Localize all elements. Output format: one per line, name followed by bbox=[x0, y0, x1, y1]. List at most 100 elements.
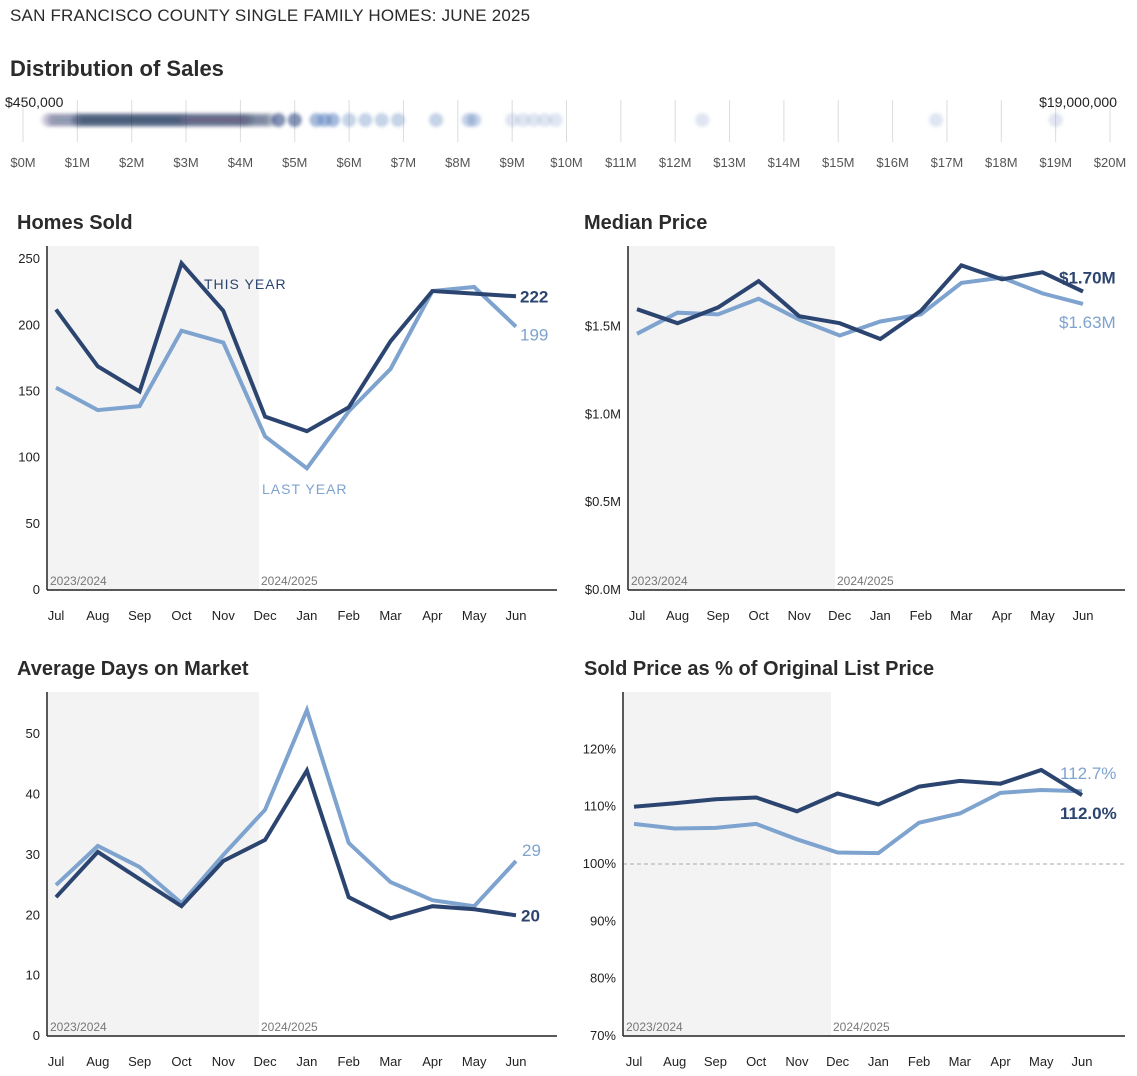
season-shade bbox=[48, 246, 259, 590]
x-tick-label: Dec bbox=[254, 608, 278, 623]
x-tick-label: Jun bbox=[1072, 1054, 1093, 1069]
y-tick-label: 250 bbox=[18, 251, 40, 266]
sold-to-list-title: Sold Price as % of Original List Price bbox=[584, 658, 935, 680]
x-tick-label: Feb bbox=[338, 1054, 360, 1069]
y-tick-label: 30 bbox=[26, 847, 40, 862]
this-year-end-label: 222 bbox=[520, 287, 548, 306]
x-tick-label: Sep bbox=[128, 608, 151, 623]
homes-sold-title: Homes Sold bbox=[17, 212, 133, 234]
dist-dot bbox=[271, 113, 286, 127]
last-year-end-label: 199 bbox=[520, 326, 548, 345]
x-tick-label: Apr bbox=[992, 608, 1013, 623]
season-label-prev: 2023/2024 bbox=[631, 574, 688, 588]
x-tick-label: Oct bbox=[746, 1054, 767, 1069]
x-tick-label: Nov bbox=[212, 608, 236, 623]
y-tick-label: 20 bbox=[26, 907, 40, 922]
season-label-current: 2024/2025 bbox=[833, 1020, 890, 1034]
x-tick-label: Aug bbox=[86, 608, 109, 623]
last-year-series-label: LAST YEAR bbox=[262, 481, 348, 497]
x-tick-label: Mar bbox=[379, 1054, 402, 1069]
dist-tick-label: $17M bbox=[931, 155, 964, 170]
dist-dot bbox=[325, 113, 340, 127]
x-tick-label: Nov bbox=[212, 1054, 236, 1069]
x-tick-label: Dec bbox=[828, 608, 852, 623]
dist-tick-label: $15M bbox=[822, 155, 855, 170]
season-label-prev: 2023/2024 bbox=[626, 1020, 683, 1034]
dist-tick-label: $10M bbox=[550, 155, 583, 170]
dist-dot bbox=[505, 113, 520, 127]
x-tick-label: Jul bbox=[48, 608, 65, 623]
dist-tick-label: $18M bbox=[985, 155, 1018, 170]
dist-tick-label: $8M bbox=[445, 155, 470, 170]
dist-max-label: $19,000,000 bbox=[1039, 94, 1117, 110]
x-tick-label: Jul bbox=[626, 1054, 643, 1069]
dist-tick-label: $4M bbox=[228, 155, 253, 170]
dist-dot bbox=[929, 113, 944, 127]
dist-tick-label: $12M bbox=[659, 155, 692, 170]
dist-tick-label: $16M bbox=[876, 155, 909, 170]
x-tick-label: Oct bbox=[749, 608, 770, 623]
y-tick-label: $1.5M bbox=[585, 319, 621, 334]
x-tick-label: Jun bbox=[506, 1054, 527, 1069]
dist-min-label: $450,000 bbox=[5, 94, 64, 110]
y-tick-label: 90% bbox=[590, 913, 616, 928]
x-tick-label: Sep bbox=[707, 608, 730, 623]
dist-tick-label: $13M bbox=[713, 155, 746, 170]
y-tick-label: 120% bbox=[583, 741, 617, 756]
dist-dot bbox=[537, 113, 552, 127]
y-tick-label: $0.5M bbox=[585, 494, 621, 509]
x-tick-label: Feb bbox=[338, 608, 360, 623]
homes-sold-chart: 0 50 100 150 200 250 Jul Aug Sep Oct Nov Dec Jan Feb M… bbox=[18, 246, 557, 623]
x-tick-label: Jan bbox=[296, 608, 317, 623]
this-year-end-label: $1.70M bbox=[1059, 269, 1116, 288]
dist-dot bbox=[374, 113, 389, 127]
dist-tick-label: $6M bbox=[336, 155, 361, 170]
last-year-line bbox=[54, 704, 518, 909]
median-price-chart: $0.0M $0.5M $1.0M $1.5M Jul Aug Sep Oct Nov Dec Ja… bbox=[585, 246, 1125, 623]
last-year-end-label: 29 bbox=[522, 841, 541, 860]
y-tick-label: 50 bbox=[26, 516, 40, 531]
dist-dot bbox=[358, 113, 373, 127]
y-tick-label: 100% bbox=[583, 856, 617, 871]
dist-tick-label: $2M bbox=[119, 155, 144, 170]
this-year-series-label: THIS YEAR bbox=[204, 276, 287, 292]
y-tick-label: $1.0M bbox=[585, 406, 621, 421]
x-tick-label: May bbox=[462, 608, 487, 623]
x-tick-label: Sep bbox=[704, 1054, 727, 1069]
x-tick-label: Jun bbox=[1073, 608, 1094, 623]
days-on-market-title: Average Days on Market bbox=[17, 658, 249, 680]
dist-dot bbox=[467, 113, 482, 127]
x-tick-label: Aug bbox=[666, 608, 689, 623]
x-tick-label: Mar bbox=[949, 1054, 972, 1069]
this-year-line bbox=[633, 767, 1084, 814]
y-tick-label: 150 bbox=[18, 384, 40, 399]
dist-tick-label: $5M bbox=[282, 155, 307, 170]
dist-dot bbox=[287, 113, 302, 127]
y-tick-label: 40 bbox=[26, 787, 40, 802]
y-tick-label: 10 bbox=[26, 968, 40, 983]
last-year-line bbox=[636, 275, 1084, 338]
x-tick-label: Oct bbox=[171, 1054, 192, 1069]
distribution-chart: $0M $1M $2M $3M $4M $5M $6M $7M $8M $9M $10M $11M $1… bbox=[5, 94, 1126, 170]
last-year-line bbox=[633, 787, 1083, 856]
dist-tick-label: $14M bbox=[768, 155, 801, 170]
dist-dot bbox=[548, 113, 563, 127]
y-tick-label: 200 bbox=[18, 317, 40, 332]
x-tick-label: Feb bbox=[908, 1054, 930, 1069]
x-tick-label: May bbox=[1029, 1054, 1054, 1069]
y-tick-label: 50 bbox=[26, 726, 40, 741]
days-on-market-chart: 0 10 20 30 40 50 Jul Aug Sep Oct Nov Dec Jan Feb Mar Ap… bbox=[26, 692, 557, 1069]
dist-tick-label: $0M bbox=[10, 155, 35, 170]
x-tick-label: May bbox=[1030, 608, 1055, 623]
dist-tick-label: $9M bbox=[500, 155, 525, 170]
y-tick-label: 80% bbox=[590, 971, 616, 986]
this-year-end-label: 112.0% bbox=[1060, 804, 1117, 823]
dist-dot bbox=[429, 113, 444, 127]
x-tick-label: Mar bbox=[379, 608, 402, 623]
x-tick-label: Aug bbox=[663, 1054, 686, 1069]
season-shade bbox=[48, 692, 259, 1036]
y-tick-label: 0 bbox=[33, 1028, 40, 1043]
dist-dots bbox=[40, 113, 1063, 127]
dist-dot bbox=[342, 113, 357, 127]
